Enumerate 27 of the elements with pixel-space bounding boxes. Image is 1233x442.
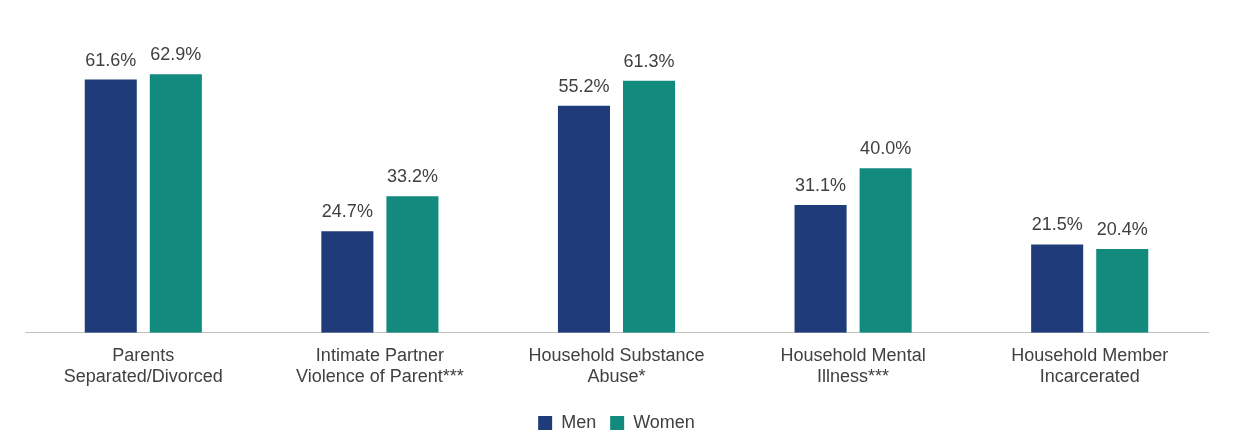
bar	[84, 79, 137, 333]
bar	[859, 168, 912, 333]
data-label: 61.3%	[623, 50, 675, 71]
x-tick-label: Intimate Partner Violence of Parent***	[296, 344, 464, 387]
data-label: 24.7%	[321, 201, 373, 222]
x-tick-label: Household Mental Illness***	[780, 344, 926, 387]
data-label: 61.6%	[85, 49, 137, 70]
x-tick-label: Household Substance Abuse*	[528, 344, 705, 387]
x-tick-label: Parents Separated/Divorced	[63, 344, 223, 387]
x-tick-label: Household Member Incarcerated	[1011, 344, 1169, 387]
legend-label: Men	[561, 411, 597, 432]
bar	[149, 74, 202, 333]
data-label: 55.2%	[558, 75, 610, 96]
bar	[623, 80, 676, 333]
data-label: 62.9%	[150, 44, 202, 65]
data-label: 20.4%	[1096, 218, 1148, 239]
bar	[321, 231, 374, 333]
data-label: 21.5%	[1031, 214, 1083, 235]
bar	[794, 204, 847, 333]
bar	[1031, 244, 1084, 333]
legend-label: Women	[633, 411, 695, 432]
data-label: 40.0%	[860, 138, 912, 159]
bar	[386, 196, 439, 333]
data-label: 31.1%	[795, 174, 847, 195]
bar	[1096, 248, 1149, 333]
bar	[557, 105, 610, 333]
data-label: 33.2%	[386, 166, 438, 187]
